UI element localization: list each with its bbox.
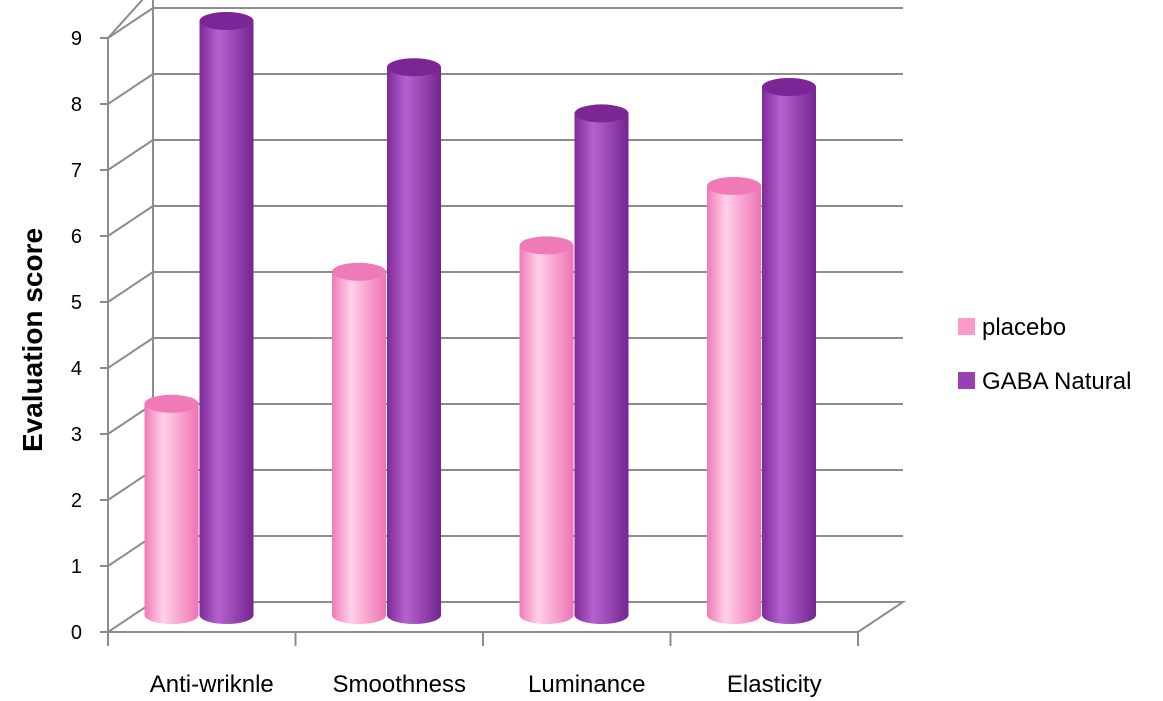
bar [332, 262, 386, 624]
y-tick-label: 8 [71, 94, 82, 116]
gridline-diagonal [107, 73, 154, 105]
legend-swatch [958, 318, 975, 335]
bar-body [574, 113, 629, 625]
bar-top [707, 177, 761, 195]
x-category-label: Anti-wriknle [150, 671, 274, 698]
y-tick-label: 4 [71, 358, 82, 380]
bar-body [519, 245, 574, 624]
top-diagonal [107, 0, 144, 39]
bar-top [387, 58, 441, 77]
axis-layer: 0 1 2 3 4 5 6 7 8 9 Anti-wriknle Smoothness Luminanc… [71, 28, 907, 698]
bar-top [762, 78, 816, 96]
bar-body [144, 403, 199, 624]
gridline-diagonal [107, 139, 154, 171]
legend-label: placebo [982, 314, 1066, 341]
x-category-label: Elasticity [727, 671, 822, 698]
bar-body [199, 21, 254, 624]
bar-top [574, 104, 629, 123]
bar-top [144, 394, 199, 413]
y-tick-label: 7 [71, 160, 82, 182]
gridline-diagonal [107, 7, 154, 39]
bar [199, 12, 254, 624]
bar-top [199, 12, 254, 30]
bars-layer [144, 12, 816, 625]
bar-top [332, 262, 386, 281]
y-axis-title: Evaluation score [17, 228, 48, 452]
gridline-diagonal [107, 337, 154, 369]
bar [387, 58, 441, 624]
y-tick-label: 2 [71, 490, 82, 512]
y-tick-label: 1 [71, 556, 82, 578]
bar [762, 78, 816, 624]
x-category-label: Smoothness [333, 671, 466, 698]
legend-swatch [958, 372, 975, 389]
bar [144, 394, 199, 624]
gridline-diagonal [107, 205, 154, 237]
y-tick-label: 5 [71, 292, 82, 314]
y-tick-label: 6 [71, 226, 82, 248]
floor [104, 601, 907, 633]
gridline-diagonal [107, 271, 154, 303]
y-tick-label: 0 [71, 622, 82, 644]
bar-body [387, 67, 441, 624]
legend-label: GABA Natural [982, 368, 1131, 395]
y-tick-label: 9 [71, 28, 82, 50]
bar [519, 236, 574, 624]
x-category-label: Luminance [528, 671, 645, 698]
bar-body [332, 271, 386, 624]
y-tick-label: 3 [71, 424, 82, 446]
bar-body [707, 186, 761, 624]
bar-top [519, 236, 574, 255]
bar-body [762, 87, 816, 624]
legend: placebo GABA Natural [958, 314, 1131, 395]
bar [707, 177, 761, 624]
bar [574, 104, 629, 625]
